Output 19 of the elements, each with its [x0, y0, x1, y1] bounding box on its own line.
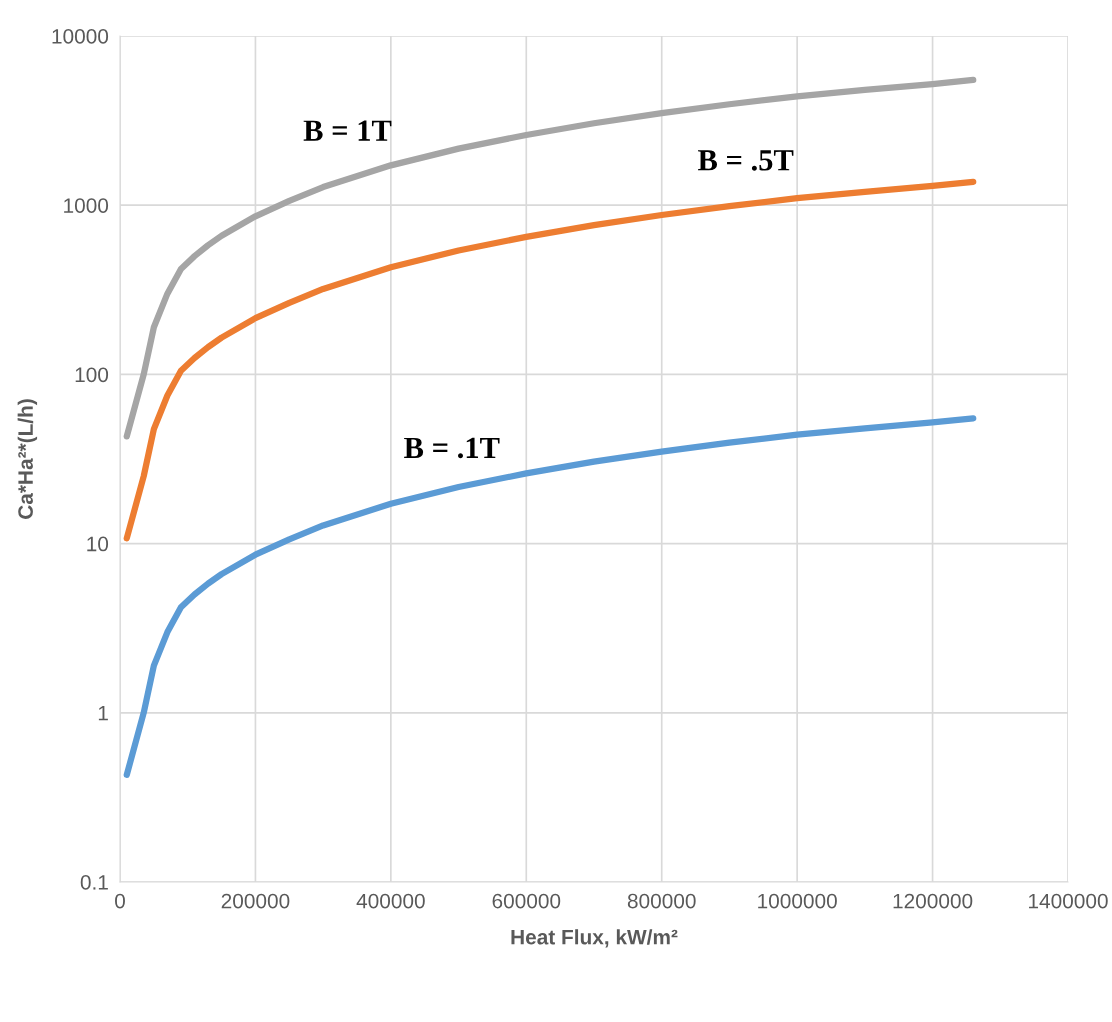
- y-tick-label: 10000: [52, 29, 109, 44]
- series-label: B = .5T: [698, 150, 794, 171]
- y-axis-title: Ca*Ha²*(L/h): [17, 399, 38, 519]
- x-tick-label: 400000: [356, 893, 425, 909]
- x-tick-label: 600000: [492, 893, 561, 909]
- x-tick-label: 800000: [627, 893, 696, 909]
- y-tick-label: 0.1: [80, 875, 108, 890]
- series-label: B = 1T: [303, 120, 392, 141]
- y-tick-label: 1: [98, 706, 108, 721]
- x-tick-label: 1200000: [893, 893, 973, 909]
- series-label: B = .1T: [404, 437, 500, 459]
- x-tick-label: 1400000: [1029, 893, 1108, 909]
- x-tick-label: 0: [115, 893, 125, 909]
- x-tick-label: 200000: [221, 893, 290, 909]
- x-tick-label: 1000000: [758, 893, 837, 909]
- y-tick-label: 100: [75, 367, 109, 383]
- y-tick-label: 10: [87, 536, 109, 552]
- y-tick-label: 1000: [64, 198, 109, 213]
- x-axis-title: Heat Flux, kW/m²: [511, 929, 678, 948]
